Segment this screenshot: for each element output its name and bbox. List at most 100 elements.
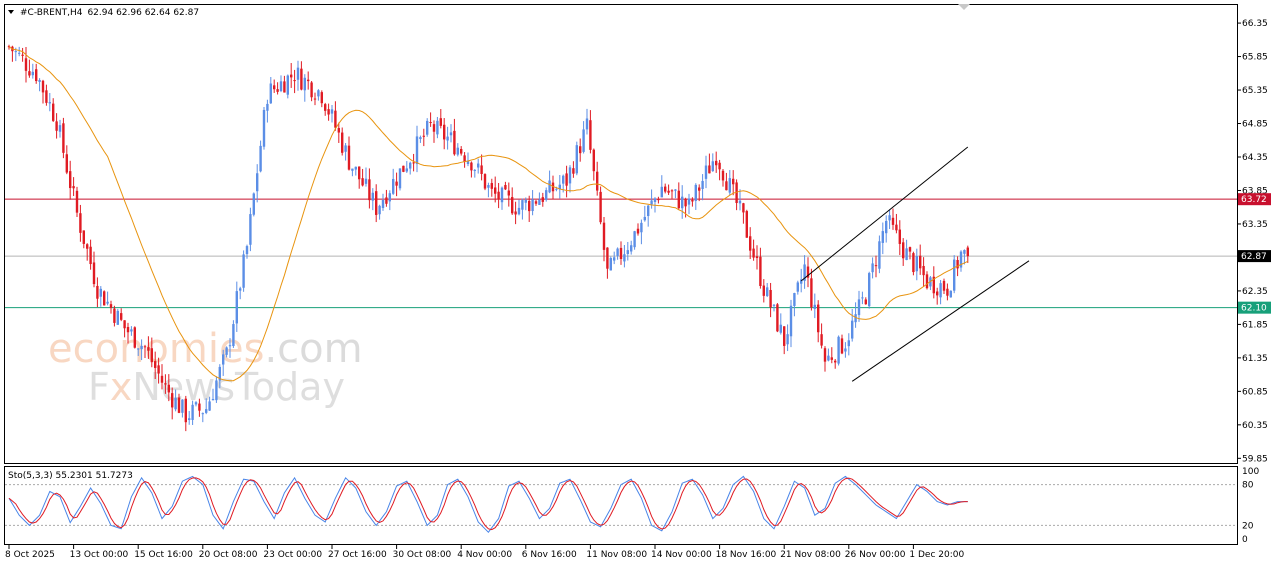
candle-bull: [38, 80, 41, 82]
candle-bear: [497, 191, 500, 200]
candle-bear: [698, 187, 701, 191]
candle-bear: [347, 145, 351, 170]
time-tick-label: 20 Oct 08:00: [199, 550, 258, 560]
candle-bear: [749, 236, 752, 251]
candle-bear: [55, 121, 58, 131]
candle-bear: [579, 146, 582, 154]
candle-bull: [242, 254, 245, 288]
candle-bull: [633, 231, 636, 248]
candle-bear: [830, 357, 833, 360]
candle-bear: [160, 375, 164, 383]
time-tick-label: 13 Oct 00:00: [70, 550, 129, 560]
candle-bear: [334, 110, 337, 128]
stoch-main-line: [8, 475, 968, 533]
candle-bull: [116, 310, 119, 325]
scroll-marker-icon: [958, 4, 970, 10]
candle-bear: [368, 179, 371, 201]
candle-bull: [585, 118, 589, 130]
candle-bear: [922, 266, 925, 276]
candle-bull: [517, 207, 521, 215]
candle-bull: [137, 348, 140, 350]
candle-bull: [623, 254, 626, 262]
candle-bull: [653, 198, 657, 202]
candle-bear: [337, 128, 340, 133]
candle-bear: [715, 160, 718, 166]
candle-bear: [126, 326, 130, 333]
candle-bull: [626, 250, 629, 254]
candle-bear: [92, 262, 96, 285]
candle-bull: [650, 200, 653, 205]
candle-bear: [320, 92, 323, 104]
current-price-badge-label: 62.87: [1241, 252, 1267, 262]
candle-bear: [75, 190, 79, 213]
candle-bull: [194, 402, 198, 405]
candle-bull: [371, 192, 374, 201]
candle-bear: [946, 288, 949, 296]
candle-bear: [874, 265, 878, 267]
candle-bear: [395, 181, 398, 186]
candle-bear: [956, 260, 959, 269]
candle-bull: [225, 347, 228, 355]
candle-bear: [504, 185, 507, 190]
candle-bull: [813, 304, 816, 309]
candle-bull: [48, 102, 51, 104]
candle-bear: [891, 217, 895, 225]
candle-bear: [762, 285, 765, 296]
candle-bear: [154, 361, 157, 368]
candle-bull: [789, 305, 793, 337]
candle-bull: [766, 287, 769, 297]
candle-bull: [388, 193, 391, 202]
candle-bear: [198, 403, 201, 411]
candle-bear: [823, 348, 827, 362]
candle-bear: [721, 170, 725, 181]
candle-bull: [436, 120, 439, 135]
candle-bull: [106, 301, 109, 304]
candle-bear: [164, 383, 167, 385]
candle-bear: [636, 228, 640, 234]
candle-bear: [313, 98, 317, 100]
candle-bear: [439, 118, 442, 126]
candle-bull: [888, 215, 891, 221]
candle-bear: [422, 135, 425, 137]
candle-bull: [266, 103, 269, 111]
price-tick-label: 63.35: [1242, 220, 1268, 230]
candle-bear: [932, 276, 935, 294]
candle-bull: [259, 145, 262, 172]
candle-bear: [402, 165, 405, 172]
candle-bear: [463, 155, 466, 162]
candle-bull: [643, 216, 646, 221]
candle-bull: [415, 136, 419, 165]
indicator-frame: [4, 466, 1238, 545]
candle-bull: [409, 162, 412, 169]
candle-bear: [664, 186, 667, 192]
time-tick-label: 21 Nov 08:00: [780, 550, 841, 560]
time-tick-label: 15 Oct 16:00: [134, 550, 193, 560]
candle-bull: [694, 184, 697, 201]
candle-bull: [58, 125, 62, 132]
stoch-signal-line: [8, 477, 968, 531]
candle-bull: [201, 413, 204, 415]
candle-bear: [840, 338, 844, 354]
candle-bear: [599, 191, 602, 223]
candle-bull: [208, 401, 211, 411]
candle-bull: [779, 324, 782, 333]
candle-bull: [738, 200, 742, 204]
candle-bear: [133, 327, 136, 348]
candle-bear: [300, 68, 303, 90]
candle-bear: [157, 365, 160, 374]
symbol-label: #C-BRENT,H4: [20, 8, 83, 18]
candle-bull: [378, 205, 381, 215]
candle-bull: [99, 288, 102, 297]
candle-bear: [120, 313, 123, 320]
time-tick-label: 6 Nov 16:00: [522, 550, 577, 560]
candle-bull: [687, 198, 691, 205]
price-tick-label: 62.35: [1242, 287, 1268, 297]
collapse-triangle-icon[interactable]: [8, 10, 14, 14]
candle-bear: [898, 229, 901, 244]
candle-bear: [534, 201, 538, 204]
candle-bull: [419, 137, 422, 140]
candle-bull: [500, 187, 504, 203]
price-tick-label: 64.35: [1242, 153, 1268, 163]
candle-bear: [52, 103, 55, 121]
